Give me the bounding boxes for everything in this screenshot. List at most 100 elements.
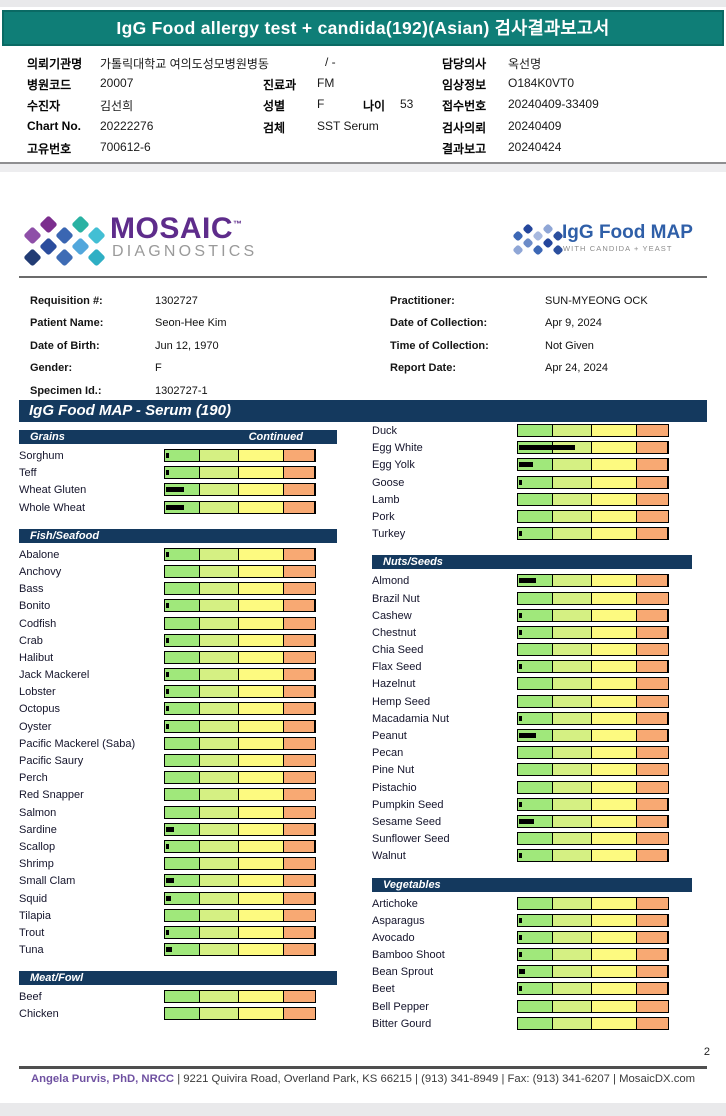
scale-zone-3	[592, 678, 638, 690]
value-bar	[519, 801, 522, 807]
scale-zone-2	[552, 897, 593, 909]
footer-signer: Angela Purvis, PhD, NRCC	[30, 1073, 175, 1085]
food-label: Pine Nut	[372, 764, 415, 777]
scale-zone-1	[165, 806, 200, 818]
scale-zone-2	[552, 764, 593, 776]
food-row: Egg Yolk	[372, 458, 692, 475]
scale-zone-4	[637, 678, 668, 690]
requisition-field-label: Practitioner:	[390, 295, 455, 307]
food-row: Pistachio	[372, 780, 692, 798]
food-label: Hazelnut	[372, 678, 416, 691]
requisition-field-label: Requisition #:	[30, 295, 103, 307]
scale-zone-2	[552, 1017, 593, 1029]
scale-zone-4	[284, 755, 315, 766]
food-row: Goose	[372, 475, 692, 493]
value-bar	[519, 917, 522, 923]
scale-zone-4	[637, 764, 668, 776]
gender-label: 성별	[263, 99, 286, 113]
reference-scale	[164, 650, 316, 664]
reference-scale	[517, 896, 669, 910]
scale-zone-4	[637, 442, 668, 454]
scale-zone-3	[592, 575, 638, 587]
scale-zone-4	[637, 914, 668, 926]
food-label: Shrimp	[19, 858, 54, 871]
scale-zone-4	[637, 1000, 668, 1012]
value-bar	[166, 689, 169, 695]
requisition-field-label: Date of Collection:	[390, 317, 488, 330]
value-bar	[166, 706, 169, 712]
reference-scale	[517, 509, 669, 523]
scale-zone-2	[199, 565, 240, 577]
reference-scale	[517, 948, 669, 962]
food-label: Lobster	[19, 686, 56, 699]
scale-zone-2	[552, 747, 593, 759]
food-label: Red Snapper	[19, 789, 84, 802]
diamond-tile	[23, 248, 42, 267]
scale-zone-2	[199, 720, 240, 732]
food-label: Octopus	[19, 703, 60, 716]
value-bar	[166, 470, 169, 476]
food-label: Egg Yolk	[372, 459, 415, 472]
food-label: Teff	[19, 467, 37, 480]
food-row: Beef	[19, 990, 337, 1007]
scale-zone-3	[592, 592, 638, 604]
reference-scale	[164, 719, 316, 733]
diamond-tile	[87, 226, 106, 245]
section-header: Meat/Fowl	[19, 971, 337, 986]
food-label: Cashew	[372, 609, 412, 622]
scale-zone-1	[165, 583, 200, 595]
food-label: Abalone	[19, 548, 60, 561]
reference-scale	[164, 839, 316, 853]
reference-scale	[164, 633, 316, 647]
scale-zone-1	[165, 858, 200, 870]
scale-zone-2	[199, 634, 240, 646]
food-label: Tilapia	[19, 909, 51, 922]
section-title: Meat/Fowl	[30, 972, 84, 985]
scale-zone-3	[239, 737, 285, 749]
scale-zone-2	[199, 875, 240, 887]
scale-zone-1	[518, 747, 553, 759]
value-bar	[519, 853, 522, 859]
food-label: Almond	[372, 575, 410, 588]
food-row: Lobster	[19, 685, 337, 702]
scale-zone-2	[552, 833, 593, 845]
value-bar	[519, 934, 522, 940]
food-label: Tuna	[19, 944, 44, 957]
scale-zone-4	[284, 686, 315, 698]
scale-zone-3	[592, 730, 638, 741]
scale-zone-2	[199, 686, 240, 698]
foodmap-diamonds-icon	[512, 223, 568, 257]
scale-zone-3	[239, 991, 285, 1003]
reference-scale	[164, 685, 316, 699]
scale-zone-2	[199, 703, 240, 715]
scale-zone-1	[165, 720, 200, 732]
mosaic-diagnostics-logo: MOSAIC™ DIAGNOSTICS	[23, 212, 356, 268]
diamond-tile	[542, 237, 554, 249]
food-row: Salmon	[19, 805, 337, 823]
reference-scale	[517, 424, 669, 437]
value-bar	[166, 878, 174, 884]
scale-zone-1	[165, 789, 200, 801]
food-label: Pecan	[372, 747, 404, 760]
food-label: Avocado	[372, 931, 415, 944]
food-row: Whole Wheat	[19, 500, 337, 518]
scale-zone-3	[592, 1000, 638, 1012]
scale-zone-2	[199, 991, 240, 1003]
scale-zone-4	[284, 703, 315, 715]
scale-zone-2	[199, 858, 240, 870]
scale-zone-4	[284, 720, 315, 732]
food-row: Sesame Seed	[372, 814, 692, 832]
scale-zone-3	[592, 476, 638, 488]
reference-scale	[164, 466, 316, 480]
food-row: Macadamia Nut	[372, 711, 692, 729]
reference-scale	[517, 832, 669, 846]
food-label: Pumpkin Seed	[372, 798, 444, 811]
scale-zone-1	[518, 914, 553, 926]
reference-scale	[164, 1007, 316, 1021]
scale-zone-3	[239, 840, 285, 852]
scale-zone-2	[199, 484, 240, 496]
value-bar	[519, 462, 533, 468]
requisition-field-label: Specimen Id.:	[30, 384, 102, 397]
diamond-tile	[532, 244, 544, 256]
food-label: Sorghum	[19, 450, 64, 462]
